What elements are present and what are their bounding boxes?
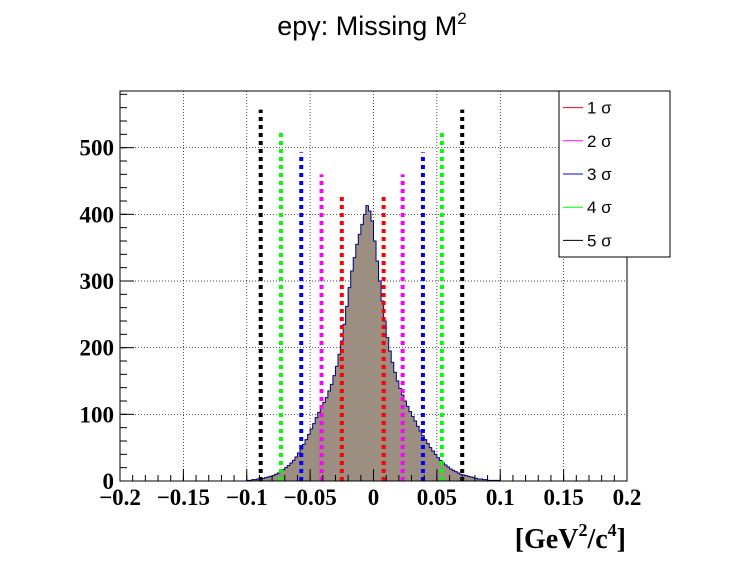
x-tick-label: −0.15 — [157, 485, 210, 510]
chart-title: epγ: Missing M2 — [277, 9, 467, 41]
histogram-bars — [246, 205, 501, 482]
x-tick-label: 0 — [368, 485, 380, 510]
x-axis-title-sup2: 4 — [608, 520, 617, 540]
x-axis-title-sup1: 2 — [578, 520, 587, 540]
y-tick-label: 500 — [80, 136, 115, 161]
legend: 1 σ 2 σ 3 σ 4 σ 5 σ — [558, 90, 671, 258]
x-axis-title: [GeV2/c4] — [515, 520, 626, 555]
x-axis-title-middle: /c — [586, 524, 607, 555]
y-tick-label: 400 — [80, 202, 115, 227]
legend-label-2: 2 σ — [587, 132, 612, 151]
x-tick-label: 0.05 — [417, 485, 457, 510]
chart-title-main: epγ: Missing M — [277, 11, 457, 41]
plot-area: −0.2 −0.15 −0.1 −0.05 0 0.05 0.1 0.15 0.2 0 100 200… — [80, 90, 642, 510]
x-axis-title-suffix: ] — [617, 524, 626, 555]
legend-label-3: 3 σ — [587, 165, 612, 184]
legend-label-1: 1 σ — [587, 99, 612, 118]
x-tick-label: 0.1 — [486, 485, 515, 510]
y-tick-label: 100 — [80, 402, 115, 427]
y-tick-label: 0 — [103, 469, 115, 494]
x-axis-title-prefix: [GeV — [515, 524, 579, 555]
x-tick-label: −0.2 — [99, 485, 141, 510]
legend-label-5: 5 σ — [587, 231, 612, 250]
y-tick-label: 300 — [80, 269, 115, 294]
x-tick-label: 0.15 — [544, 485, 584, 510]
legend-label-4: 4 σ — [587, 198, 612, 217]
y-tick-label: 200 — [80, 336, 115, 361]
chart-title-superscript: 2 — [457, 9, 466, 28]
x-tick-label: 0.2 — [613, 485, 642, 510]
x-tick-label: −0.05 — [283, 485, 336, 510]
x-tick-label: −0.1 — [226, 485, 268, 510]
